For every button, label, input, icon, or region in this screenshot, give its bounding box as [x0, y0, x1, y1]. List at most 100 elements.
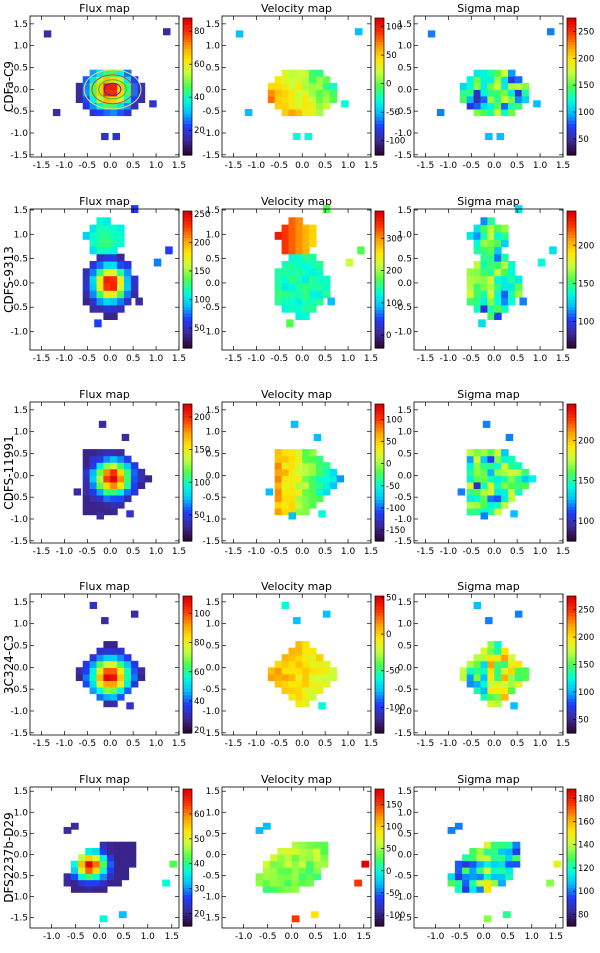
map-pixel: [302, 231, 310, 240]
colorbar-frame: [374, 210, 385, 349]
colorbar-segment: [567, 599, 576, 604]
map-pixel: [274, 231, 283, 240]
map-pixel: [274, 297, 283, 306]
map-pixel: [96, 275, 104, 284]
colorbar-segment: [375, 602, 384, 607]
colorbar-segment: [567, 537, 576, 542]
map-pixel: [89, 290, 98, 299]
map-pixel: [295, 253, 303, 262]
colorbar-segment: [567, 462, 576, 467]
map-pixel: [130, 76, 139, 84]
colorbar-segment: [567, 124, 576, 129]
colorbar-segment: [183, 472, 192, 477]
map-pixel: [293, 133, 301, 141]
colorbar-segment: [183, 76, 192, 81]
colorbar-segment: [183, 609, 192, 614]
map-pixel: [501, 253, 509, 262]
map-pixel: [78, 860, 86, 868]
map-pixel: [267, 95, 276, 103]
colorbar-segment: [567, 854, 576, 859]
map-pixel: [274, 455, 283, 463]
map-pixel: [274, 282, 283, 291]
colorbar-segment: [567, 117, 576, 122]
colorbar-segment: [567, 857, 576, 862]
colorbar-segment: [375, 537, 384, 542]
colorbar-segment: [183, 113, 192, 118]
map-pixel: [70, 860, 79, 868]
map-pixel: [487, 231, 495, 240]
colorbar-segment: [567, 922, 576, 927]
map-pixel: [110, 660, 118, 668]
map-pixel: [288, 455, 296, 463]
x-tick-label: 0.5: [126, 161, 140, 171]
map-pixel: [85, 867, 94, 874]
map-pixel: [89, 239, 98, 247]
map-pixel: [288, 69, 296, 77]
colorbar-segment: [567, 148, 576, 153]
x-tick-label: 1.5: [549, 932, 563, 942]
map-pixel: [110, 449, 118, 457]
colorbar-segment: [567, 812, 576, 817]
x-tick-label: -0.5: [79, 547, 97, 557]
x-tick-label: -1.0: [56, 547, 74, 557]
map-pixel: [483, 915, 492, 923]
colorbar-segment: [567, 313, 576, 318]
colorbar-segment: [567, 421, 576, 426]
map-pixel: [498, 860, 506, 868]
colorbar-segment: [375, 847, 384, 852]
map-pixel: [255, 873, 264, 881]
map-pixel: [98, 420, 107, 428]
x-tick-label: 1.0: [533, 354, 548, 364]
map-pixel: [121, 433, 130, 441]
colorbar-tick-label: 100: [578, 108, 594, 118]
map-pixel: [103, 231, 111, 240]
map-pixel: [82, 82, 91, 90]
colorbar-tick-label: 120: [578, 864, 594, 874]
map-pixel: [302, 102, 310, 110]
colorbar-tick-label: 60: [194, 810, 205, 820]
map-pixel: [70, 822, 79, 830]
colorbar-tick-label: -50: [386, 482, 400, 492]
map-pixel: [316, 109, 324, 117]
map-pixel: [357, 246, 365, 255]
colorbar-segment: [183, 493, 192, 498]
colorbar-segment: [375, 72, 384, 77]
map-pixel: [501, 89, 509, 97]
map-pixel: [96, 455, 104, 463]
map-pixel: [103, 109, 111, 117]
map-pixel: [103, 488, 111, 496]
colorbar-segment: [567, 35, 576, 40]
panel-velocity-map: Velocity map-1.5 -1.0 -0.5 0.0 0.5 1.0 1.51.51…: [202, 580, 405, 749]
colorbar-tick-label: 200: [578, 241, 594, 251]
map-pixel: [316, 282, 324, 291]
map-pixel: [137, 481, 146, 489]
colorbar-segment: [183, 35, 192, 40]
colorbar-segment: [567, 455, 576, 460]
map-pixel: [302, 297, 310, 306]
colorbar-segment: [567, 224, 576, 229]
map-pixel: [291, 873, 300, 881]
map-pixel: [89, 468, 98, 476]
map-pixel: [124, 660, 132, 668]
map-pixel: [476, 854, 485, 862]
map-pixel: [281, 481, 290, 489]
colorbar-segment: [375, 816, 384, 821]
map-pixel: [316, 297, 324, 306]
map-pixel: [487, 475, 495, 483]
map-pixel: [110, 508, 118, 516]
x-tick-label: -0.5: [463, 739, 481, 749]
map-pixel: [274, 89, 283, 97]
colorbar-segment: [183, 410, 192, 415]
colorbar-segment: [183, 510, 192, 515]
map-pixel: [288, 89, 296, 97]
colorbar-segment: [183, 691, 192, 696]
colorbar-segment: [375, 857, 384, 862]
map-pixel: [89, 231, 98, 240]
map-pixel: [85, 885, 94, 893]
map-pixel: [96, 109, 104, 117]
map-pixel: [110, 268, 118, 277]
colorbar-segment: [567, 685, 576, 690]
map-pixel: [103, 667, 111, 675]
map-pixel: [480, 304, 488, 313]
map-pixel: [96, 481, 104, 489]
